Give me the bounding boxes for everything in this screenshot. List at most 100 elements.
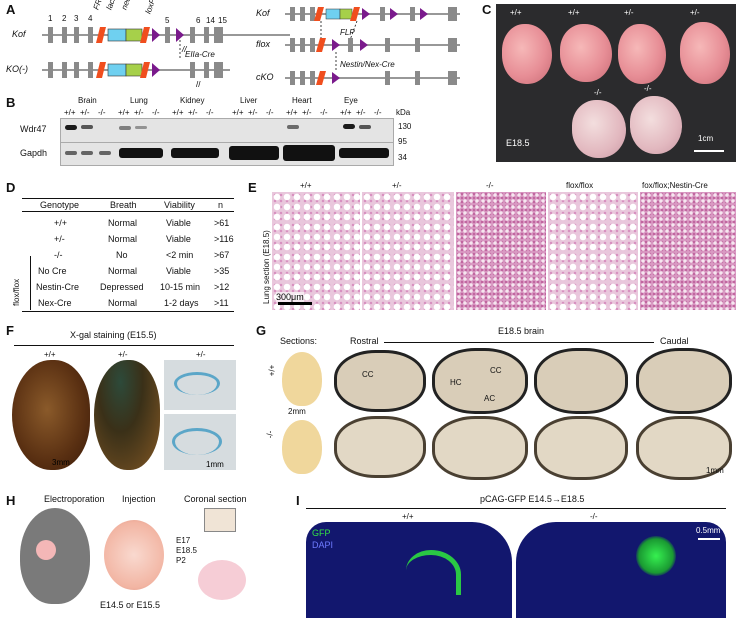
embryo-wt-xgal bbox=[12, 360, 90, 470]
pup-ko-2 bbox=[630, 96, 682, 154]
gene-targeting-diagram: // // bbox=[42, 27, 290, 89]
lung-histology-ko bbox=[456, 192, 546, 310]
panel-h-label: H bbox=[6, 493, 16, 508]
brain-slice-wt-1 bbox=[334, 350, 426, 412]
marker-95: 95 bbox=[398, 137, 407, 146]
lung-col-wt: +/+ bbox=[300, 181, 312, 190]
timepoint-e17: E17 bbox=[176, 536, 191, 545]
ella-cre-label: EIIa-Cre bbox=[185, 50, 215, 59]
fluor-image-ko bbox=[516, 522, 726, 618]
panel-i-label: I bbox=[296, 493, 300, 508]
ko-allele-label: KO(-) bbox=[6, 64, 28, 74]
svg-text://: // bbox=[181, 45, 187, 54]
rostral-caudal-arrow bbox=[384, 342, 654, 343]
kda-label: kDa bbox=[396, 108, 411, 117]
xgal-scale1-label: 3mm bbox=[52, 458, 70, 467]
gapdh-blot bbox=[60, 142, 394, 166]
lung-histology-wt bbox=[272, 192, 360, 310]
ac-label: AC bbox=[484, 394, 496, 403]
lung-col-flox: flox/flox bbox=[566, 181, 594, 190]
panel-b-label: B bbox=[6, 95, 16, 110]
scale-bar bbox=[694, 150, 724, 152]
embryo-illustration bbox=[104, 520, 164, 590]
western-blot-header: Brain Lung Kidney Liver Heart Eye bbox=[78, 96, 358, 105]
stage-label: E18.5 bbox=[506, 138, 530, 148]
xgal-col-wt: +/+ bbox=[44, 350, 56, 359]
flox-allele-label: flox bbox=[256, 39, 271, 49]
brain-scale2-label: 1mm bbox=[706, 466, 724, 475]
timepoint-e185: E18.5 bbox=[176, 546, 197, 555]
brain-title: E18.5 brain bbox=[498, 326, 545, 336]
flox-cko-diagram bbox=[285, 7, 460, 85]
fluor-col-ko: -/- bbox=[590, 512, 598, 521]
lung-scale-bar bbox=[278, 302, 312, 305]
flox-group-label: flox/flox bbox=[12, 278, 21, 306]
lung-scale-label: 300μm bbox=[276, 292, 304, 302]
coronal-section-label: Coronal section bbox=[184, 494, 247, 504]
wdr47-row-label: Wdr47 bbox=[20, 124, 47, 134]
panel-e-label: E bbox=[248, 180, 257, 195]
flp-label: FLP bbox=[340, 28, 355, 37]
lung-col-ko: -/- bbox=[486, 181, 494, 190]
pup-wt-1 bbox=[502, 24, 552, 84]
electroporation-stage: E14.5 or E15.5 bbox=[100, 600, 161, 610]
svg-text://: // bbox=[196, 80, 201, 89]
brain-slice-wt-4 bbox=[636, 348, 732, 414]
panel-c-label: C bbox=[482, 2, 492, 17]
panel-f-label: F bbox=[6, 323, 14, 338]
hc-label: HC bbox=[450, 378, 462, 387]
marker-34: 34 bbox=[398, 153, 407, 162]
pup-wt-2 bbox=[560, 24, 612, 82]
cko-allele-label: cKO bbox=[256, 72, 274, 82]
brain-slice-ko-3 bbox=[534, 416, 628, 480]
lung-histology-flox bbox=[548, 192, 638, 310]
lung-histology-het bbox=[362, 192, 454, 310]
xgal-col-het-zoom: +/- bbox=[196, 350, 206, 359]
panel-g-label: G bbox=[256, 323, 267, 338]
brain-row-ko: -/- bbox=[265, 430, 275, 439]
fluor-scale-bar bbox=[698, 538, 720, 540]
whole-brain-ko bbox=[282, 420, 322, 474]
brain-slice-wt-2 bbox=[432, 348, 528, 414]
xgal-section-upper bbox=[164, 360, 236, 410]
exon-15-label: 15 bbox=[218, 16, 227, 25]
xgal-title: X-gal staining (E15.5) bbox=[70, 330, 157, 340]
embryo-in-uterus bbox=[36, 540, 56, 560]
rostral-label: Rostral bbox=[350, 336, 379, 346]
xgal-scale2-label: 1mm bbox=[206, 460, 224, 469]
embryo-het-xgal bbox=[94, 360, 160, 470]
whole-brain-wt bbox=[282, 352, 322, 406]
panel-d-label: D bbox=[6, 180, 16, 195]
pregnant-mouse-illustration bbox=[20, 508, 90, 604]
brain-slice-ko-1 bbox=[334, 416, 426, 478]
injection-label: Injection bbox=[122, 494, 156, 504]
pup-het-2 bbox=[680, 22, 730, 84]
brain-slice-wt-3 bbox=[534, 348, 628, 414]
lung-col-het: +/- bbox=[392, 181, 402, 190]
brain-scale1-label: 2mm bbox=[288, 407, 306, 416]
brain-row-wt: +/+ bbox=[267, 364, 277, 377]
fluor-image-wt bbox=[306, 522, 512, 618]
exon-14-label: 14 bbox=[206, 16, 215, 25]
cc-label-2: CC bbox=[490, 366, 502, 375]
gfp-label: GFP bbox=[312, 528, 331, 538]
newborn-pup bbox=[198, 560, 246, 600]
panel-a-label: A bbox=[6, 2, 16, 17]
electroporation-title: pCAG-GFP E14.5→E18.5 bbox=[480, 494, 585, 504]
brain-slice-ko-2 bbox=[432, 416, 528, 480]
pup-photo: +/+ +/+ +/- +/- -/- -/- E18.5 1cm bbox=[496, 4, 736, 162]
pup-het-1 bbox=[618, 24, 666, 84]
genotype-lane-labels: +/+ +/- -/- +/+ +/- -/- +/+ +/- -/- +/+ +/- -/- … bbox=[64, 108, 382, 117]
nestin-cre-label: Nestin/Nex-Cre bbox=[340, 60, 395, 69]
lung-col-cko: fox/flox;Nestin-Cre bbox=[642, 181, 708, 190]
wdr47-blot bbox=[60, 118, 394, 144]
fluor-scale-label: 0.5mm bbox=[696, 526, 721, 535]
timepoint-p2: P2 bbox=[176, 556, 186, 565]
exon-numbers: 1 2 3 4 5 bbox=[48, 14, 170, 25]
scale-label: 1cm bbox=[698, 134, 714, 143]
kof-right-label: Kof bbox=[256, 8, 270, 18]
viability-table: Genotype Breath Viability n +/+ Normal V… bbox=[36, 200, 234, 308]
lung-histology-cko bbox=[640, 192, 736, 310]
sections-label: Sections: bbox=[280, 336, 318, 346]
kof-allele-label: Kof bbox=[12, 29, 26, 39]
